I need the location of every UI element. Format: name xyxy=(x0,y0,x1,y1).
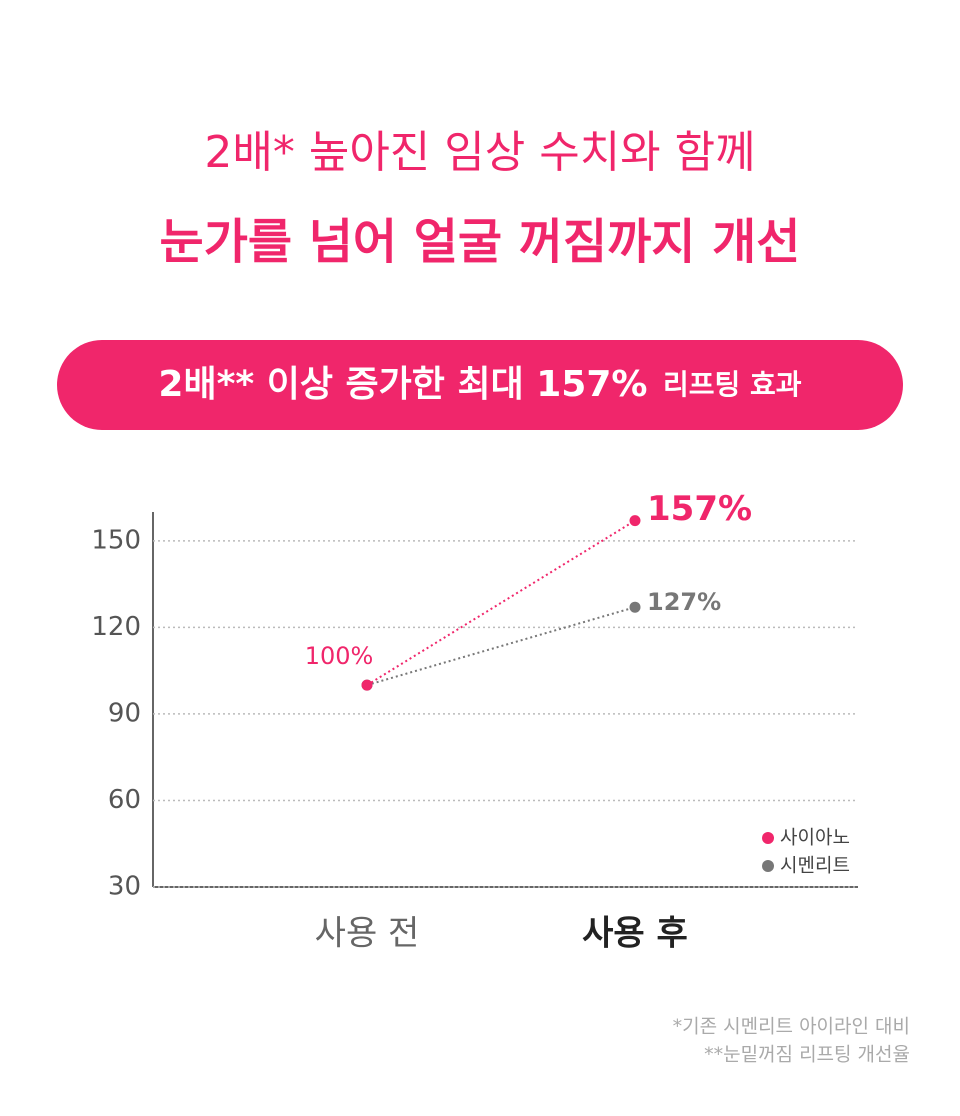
value-label: 100% xyxy=(305,642,374,670)
banner-tail: 리프팅 효과 xyxy=(663,368,802,401)
value-label: 157% xyxy=(647,489,752,529)
headline-bold: 눈가를 넘어 얼굴 꺼짐까지 개선 xyxy=(160,214,801,270)
x-tick-label: 사용 후 xyxy=(582,914,688,954)
banner-main: 2배** 이상 증가한 최대 157% xyxy=(158,364,647,405)
legend-marker xyxy=(762,860,774,872)
legend-marker xyxy=(762,832,774,844)
data-point xyxy=(629,515,641,527)
series-line xyxy=(366,606,636,687)
y-tick-label: 150 xyxy=(91,525,141,555)
x-tick-label: 사용 전 xyxy=(315,914,420,954)
footnote: *기존 시멘리트 아이라인 대비 xyxy=(673,1016,910,1038)
data-point xyxy=(361,679,373,691)
banner-text: 2배** 이상 증가한 최대 157% 리프팅 효과 xyxy=(158,364,801,405)
value-label: 127% xyxy=(647,588,721,616)
legend-label: 시멘리트 xyxy=(780,855,850,877)
data-point xyxy=(629,601,641,613)
y-tick-label: 120 xyxy=(91,612,141,642)
headline: 2배* 높아진 임상 수치와 함께 xyxy=(204,127,755,178)
y-tick-label: 60 xyxy=(108,785,141,815)
y-tick-label: 90 xyxy=(108,698,141,728)
y-tick-label: 30 xyxy=(108,872,141,902)
legend-label: 사이아노 xyxy=(780,827,850,849)
footnote: **눈밑꺼짐 리프팅 개선율 xyxy=(704,1044,910,1066)
banner xyxy=(57,340,903,430)
